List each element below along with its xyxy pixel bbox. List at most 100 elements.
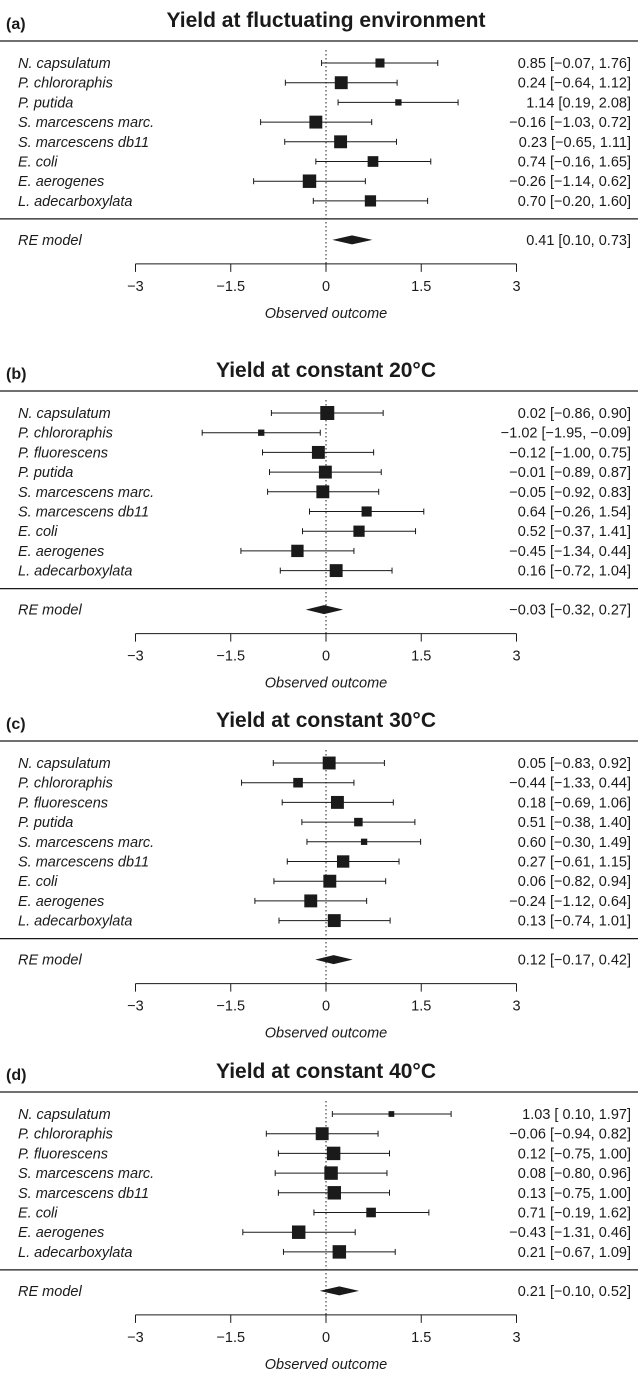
- study-point: [316, 485, 330, 499]
- study-estimate-ci: 0.70 [−0.20, 1.60]: [518, 194, 631, 210]
- study-label: E. aerogenes: [18, 894, 104, 910]
- study-point: [364, 195, 377, 207]
- study-point: [258, 429, 265, 436]
- x-tick-label: −1.5: [216, 649, 245, 665]
- study-point: [354, 817, 363, 827]
- study-point: [395, 99, 402, 106]
- study-point: [291, 1225, 306, 1239]
- study-point: [361, 506, 372, 517]
- study-estimate-ci: 0.64 [−0.26, 1.54]: [518, 505, 631, 521]
- panel-title: Yield at constant 40°C: [216, 1060, 436, 1083]
- study-estimate-ci: 0.71 [−0.19, 1.62]: [518, 1206, 631, 1222]
- study-estimate-ci: −0.01 [−0.89, 0.87]: [509, 465, 631, 481]
- summary-estimate-ci: −0.03 [−0.32, 0.27]: [509, 603, 631, 619]
- study-estimate-ci: 0.13 [−0.74, 1.01]: [518, 914, 631, 930]
- study-label: N. capsulatum: [18, 406, 111, 422]
- summary-label: RE model: [18, 1284, 82, 1300]
- panel-letter: (d): [6, 1067, 26, 1084]
- study-point: [309, 115, 323, 129]
- study-estimate-ci: 0.27 [−0.61, 1.15]: [518, 855, 631, 871]
- summary-diamond: [305, 605, 344, 615]
- study-estimate-ci: −0.44 [−1.33, 0.44]: [509, 776, 631, 792]
- study-point: [322, 756, 336, 770]
- study-label: N. capsulatum: [18, 1107, 111, 1123]
- x-tick-label: −3: [127, 1330, 144, 1346]
- study-estimate-ci: 0.85 [−0.07, 1.76]: [518, 56, 631, 72]
- x-tick-label: 3: [512, 279, 520, 295]
- study-point: [375, 58, 385, 68]
- study-label: E. coli: [18, 524, 58, 540]
- study-estimate-ci: 0.13 [−0.75, 1.00]: [518, 1186, 631, 1202]
- study-point: [388, 1111, 395, 1117]
- study-label: S. marcescens marc.: [18, 835, 154, 851]
- study-point: [336, 855, 350, 868]
- study-estimate-ci: −0.45 [−1.34, 0.44]: [509, 544, 631, 560]
- study-point: [324, 1166, 338, 1180]
- study-estimate-ci: −0.24 [−1.12, 0.64]: [509, 894, 631, 910]
- forest-panel: (a) Yield at fluctuating environment N. ca…: [0, 9, 638, 322]
- study-point: [304, 894, 318, 908]
- study-label: P. fluorescens: [18, 1146, 108, 1162]
- study-label: P. putida: [18, 95, 73, 111]
- study-label: E. aerogenes: [18, 544, 104, 560]
- study-estimate-ci: 0.02 [−0.86, 0.90]: [518, 406, 631, 422]
- x-tick-label: 3: [512, 649, 520, 665]
- study-label: P. putida: [18, 815, 73, 831]
- study-point: [327, 914, 341, 928]
- study-label: P. fluorescens: [18, 445, 108, 461]
- panel-letter: (c): [6, 716, 26, 733]
- study-point: [323, 874, 337, 888]
- forest-panel: (b) Yield at constant 20°C N. capsulatum 0.…: [0, 359, 638, 692]
- study-label: P. chlororaphis: [18, 426, 113, 442]
- x-tick-label: 3: [512, 999, 520, 1015]
- x-tick-label: −1.5: [216, 1330, 245, 1346]
- study-label: P. chlororaphis: [18, 76, 113, 92]
- x-axis-title: Observed outcome: [265, 306, 388, 322]
- study-estimate-ci: 0.23 [−0.65, 1.11]: [519, 135, 631, 151]
- summary-estimate-ci: 0.41 [0.10, 0.73]: [526, 233, 631, 249]
- panel-title: Yield at constant 20°C: [216, 359, 436, 382]
- study-label: N. capsulatum: [18, 756, 111, 772]
- study-point: [332, 1245, 347, 1259]
- study-point: [366, 1207, 376, 1218]
- x-tick-label: −3: [127, 649, 144, 665]
- study-estimate-ci: 0.24 [−0.64, 1.12]: [518, 76, 631, 92]
- x-tick-label: −1.5: [216, 999, 245, 1015]
- study-point: [302, 174, 317, 188]
- study-point: [360, 838, 368, 845]
- study-estimate-ci: 0.52 [−0.37, 1.41]: [518, 524, 631, 540]
- study-label: S. marcescens marc.: [18, 485, 154, 501]
- study-estimate-ci: 0.05 [−0.83, 0.92]: [518, 756, 631, 772]
- study-label: L. adecarboxylata: [18, 914, 132, 930]
- study-point: [311, 445, 325, 459]
- study-point: [318, 465, 332, 479]
- panel-letter: (b): [6, 366, 26, 383]
- study-estimate-ci: −1.02 [−1.95, −0.09]: [501, 426, 631, 442]
- study-estimate-ci: 0.60 [−0.30, 1.49]: [518, 835, 631, 851]
- study-estimate-ci: −0.43 [−1.31, 0.46]: [509, 1225, 631, 1241]
- study-estimate-ci: 0.08 [−0.80, 0.96]: [518, 1166, 631, 1182]
- study-estimate-ci: −0.06 [−0.94, 0.82]: [509, 1127, 631, 1143]
- study-label: N. capsulatum: [18, 56, 111, 72]
- study-estimate-ci: 0.21 [−0.67, 1.09]: [518, 1245, 631, 1261]
- study-label: L. adecarboxylata: [18, 564, 132, 580]
- study-estimate-ci: 0.06 [−0.82, 0.94]: [518, 874, 631, 890]
- summary-label: RE model: [18, 953, 82, 969]
- x-tick-label: 0: [322, 279, 330, 295]
- x-tick-label: 0: [322, 649, 330, 665]
- study-point: [293, 777, 303, 788]
- forest-panel: (c) Yield at constant 30°C N. capsulatum 0.…: [0, 709, 638, 1042]
- study-label: P. putida: [18, 465, 73, 481]
- study-point: [329, 564, 343, 578]
- study-label: P. fluorescens: [18, 795, 108, 811]
- summary-diamond: [315, 955, 353, 965]
- study-estimate-ci: 0.12 [−0.75, 1.00]: [518, 1146, 631, 1162]
- study-estimate-ci: 1.03 [ 0.10, 1.97]: [522, 1107, 631, 1123]
- study-estimate-ci: −0.05 [−0.92, 0.83]: [509, 485, 631, 501]
- forest-panel: (d) Yield at constant 40°C N. capsulatum 1.…: [0, 1060, 638, 1373]
- study-estimate-ci: 0.74 [−0.16, 1.65]: [518, 155, 631, 171]
- study-estimate-ci: 0.16 [−0.72, 1.04]: [518, 564, 631, 580]
- study-point: [326, 1146, 341, 1161]
- summary-estimate-ci: 0.12 [−0.17, 0.42]: [518, 953, 631, 969]
